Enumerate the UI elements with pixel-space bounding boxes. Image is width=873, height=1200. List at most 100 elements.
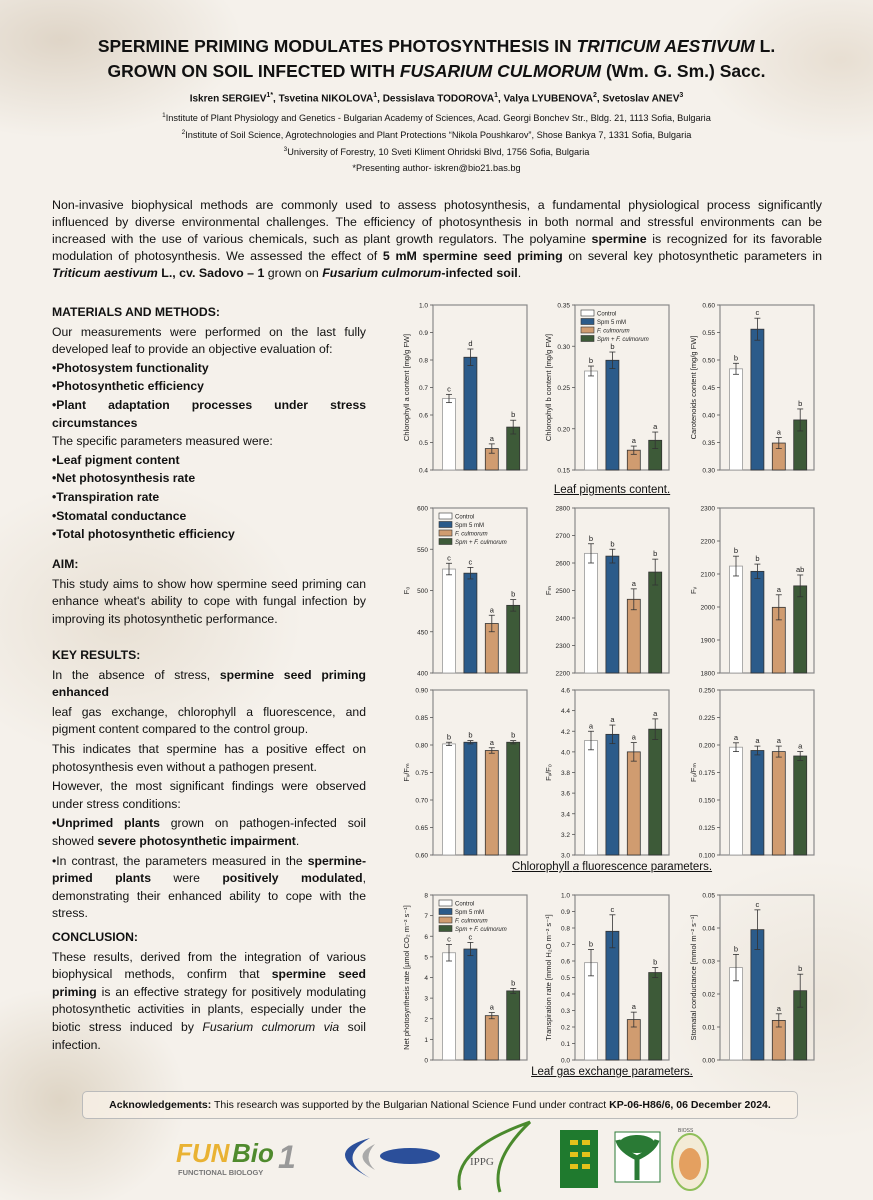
significance-letter: b [653,549,657,558]
y-tick-label: 0.6 [561,959,570,966]
text-run: •In contrast, the parameters measured in… [52,853,308,868]
legend-swatch [438,512,453,520]
significance-letter: a [632,733,637,742]
text-run: 1 [494,92,498,99]
legend-swatch [580,318,595,325]
y-tick-label: 0.4 [419,468,428,475]
text-run: L., cv. Sadovo – 1 [157,266,265,280]
chart-svg: 1800 1900 2000 2100 2200 2300 Fᵥ b b a ab [689,506,815,678]
text-run: 1 [373,92,378,99]
significance-letter: b [589,534,593,543]
y-tick-label: 0.125 [699,825,716,832]
y-axis-label: Stomatal conductance [mmol m⁻² s⁻¹] [689,915,698,1041]
text-run: leaf gas exchange, chlorophyll a fluores… [52,704,366,737]
svg-text:IPPG: IPPG [470,1156,494,1168]
text-run: •Photosystem functionality [52,360,209,375]
significance-letter: b [511,410,515,419]
wheat-logo [560,1130,598,1188]
y-tick-label: 0.90 [415,688,428,695]
y-axis-label: Fᵥ/Fₘ [402,763,411,782]
legend-label: Control [455,902,474,908]
text-run: Chlorophyll [511,861,573,873]
paragraph: However, the most significant findings w… [52,778,366,813]
bar [626,598,641,674]
text-run: •Transpiration rate [52,489,160,504]
swoosh-logo [345,1138,440,1178]
bar [729,368,743,471]
text-run: , Valya LYUBENOVA [497,93,594,105]
significance-letter: a [777,585,782,594]
y-tick-label: 2400 [556,616,571,623]
y-tick-label: 3.2 [561,832,570,839]
y-tick-label: 0.9 [419,330,428,337]
y-tick-label: 0.8 [419,358,428,365]
y-tick-label: 0.225 [699,715,716,722]
significance-letter: a [632,436,637,445]
legend-label: Control [597,312,616,318]
significance-letter: a [734,733,739,742]
bar [605,930,620,1061]
significance-letter: c [611,905,615,914]
chart-svg: 0.0 0.1 0.2 0.3 0.4 0.5 0.6 0.7 0.8 0.9 1.0 Transpi… [544,893,670,1065]
y-tick-label: 0.100 [699,853,716,860]
significance-letter: a [777,1004,782,1013]
legend-label: Control [455,515,474,521]
y-tick-label: 0.5 [561,975,570,982]
paragraph: Our measurements were performed on the l… [52,324,366,359]
text-run: fluorescence parameters. [579,861,713,873]
bar [442,743,456,856]
funbio-logo: FUN Bio 1 FUNCTIONAL BIOLOGY [176,1138,296,1177]
y-tick-label: 2600 [556,561,571,568]
significance-letter: a [610,715,615,724]
legend-swatch [438,899,453,907]
acknowledgements: Acknowledgements: This research was supp… [82,1091,798,1119]
y-tick-label: 2100 [701,572,716,579]
y-axis-label: Net photosynthesis rate [µmol CO₂ m⁻² s⁻… [402,905,411,1050]
text-run: FUSARIUM CULMORUM [399,61,602,81]
bar [729,565,743,674]
text-run: *Presenting author- iskren@bio21.bas.bg [352,163,521,173]
text-run: positively modulated [222,871,363,886]
bar [648,972,663,1061]
text-run: •Leaf pigment content [52,452,180,467]
y-axis-label: Fₘ [544,586,553,596]
significance-letter: b [511,590,515,599]
legend-label: Spm 5 mM [455,523,484,529]
y-tick-label: 2000 [701,605,716,612]
bar [584,370,598,471]
bar-chart: 0.100 0.125 0.150 0.175 0.200 0.225 0.250 F₀/Fₘ… [680,680,825,870]
text-run: However, the most significant findings w… [52,779,366,811]
paragraph: •Plant adaptation processes under stress… [52,397,366,432]
y-axis-label: F₀/Fₘ [689,763,698,782]
bar-chart: 0.00 0.01 0.02 0.03 0.04 0.05 Stomatal conduct… [680,885,825,1075]
significance-letter: b [755,554,759,563]
svg-text:FUN: FUN [176,1138,231,1168]
significance-letter: a [632,1002,637,1011]
bar [442,952,456,1061]
y-tick-label: 0.1 [561,1041,570,1048]
y-tick-label: 0.80 [415,743,428,750]
text-run: Our measurements were performed on the l… [52,324,366,357]
text-run: •Unprimed plants [52,816,160,831]
significance-letter: c [756,900,760,909]
y-tick-label: 0.8 [561,926,570,933]
y-tick-label: 0.50 [702,358,715,365]
y-tick-label: 3.6 [561,791,570,798]
legend-swatch [438,538,453,545]
bar-chart: 0.30 0.35 0.40 0.45 0.50 0.55 0.60 Carotenoids … [680,295,825,485]
significance-letter: a [490,738,495,747]
significance-letter: b [734,353,738,362]
bar-chart: 2200 2300 2400 2500 2600 2700 2800 Fₘ b b a b [535,498,680,688]
bar [626,751,641,856]
text-run: on several key photosynthetic parameters… [562,249,823,263]
text-run: is an effective strategy for positively … [52,984,366,1034]
paragraph: •In contrast, the parameters measured in… [52,853,366,923]
y-tick-label: 0.55 [702,330,715,337]
bar [506,741,521,856]
text-run: , demonstrating their enhanced ability t… [52,871,366,921]
y-tick-label: 0.35 [557,303,570,310]
bar [793,755,808,856]
y-tick-label: 0.02 [702,992,715,999]
y-tick-label: 0.15 [557,468,570,475]
legend-swatch [438,521,453,528]
